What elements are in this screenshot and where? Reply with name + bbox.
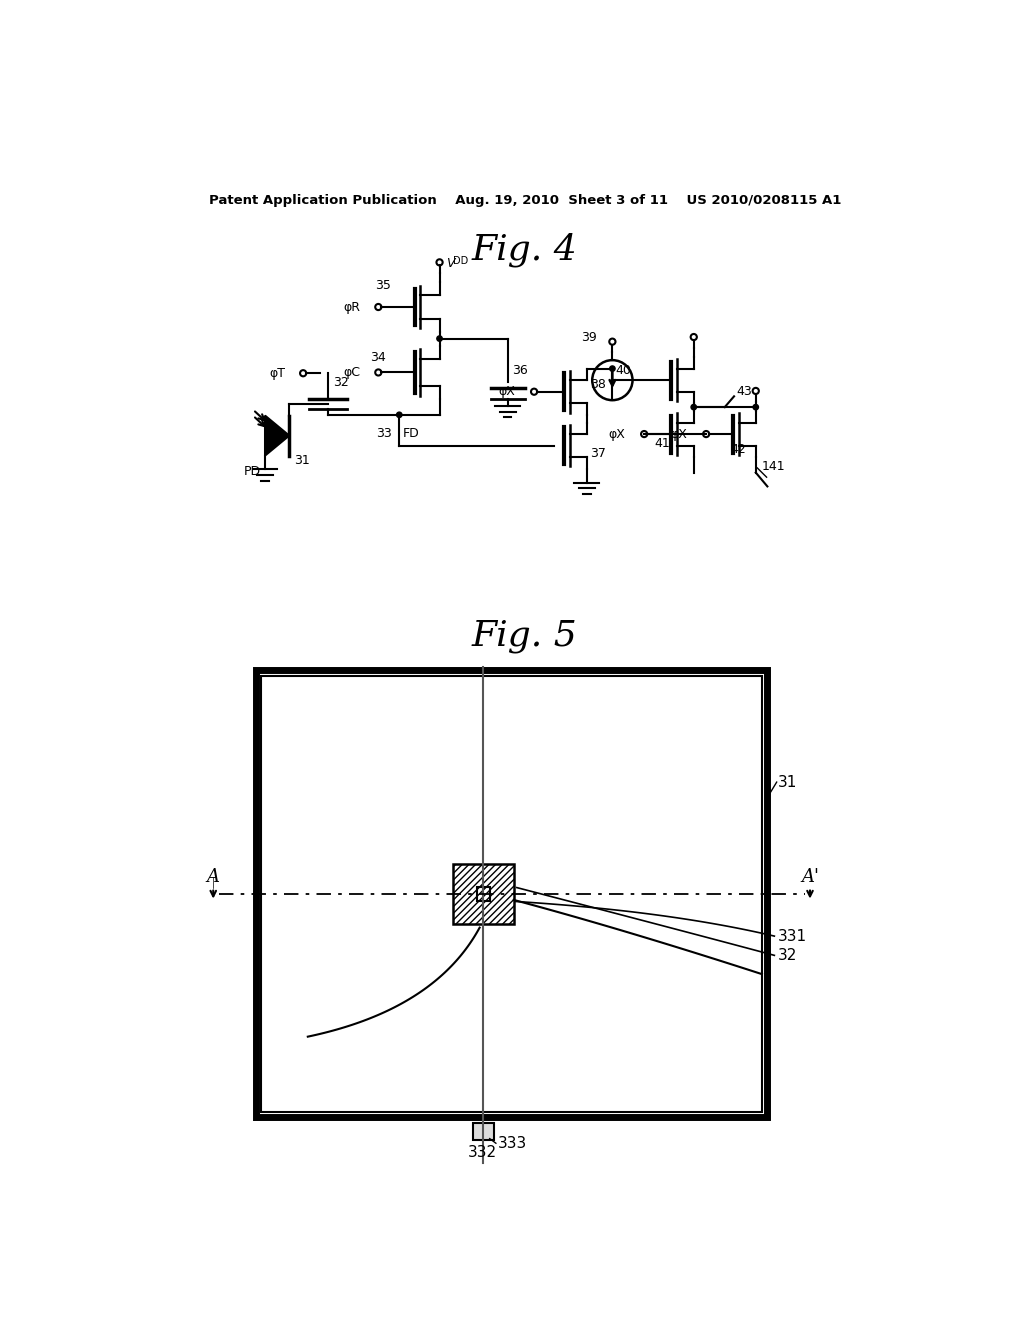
Circle shape: [753, 388, 759, 395]
Text: 37: 37: [590, 446, 606, 459]
Circle shape: [609, 339, 615, 345]
Text: 31: 31: [294, 454, 309, 467]
Bar: [261, 676, 762, 1111]
Text: 39: 39: [582, 330, 597, 343]
Text: 33: 33: [376, 428, 392, 440]
Text: 42: 42: [731, 444, 746, 455]
Text: DD: DD: [454, 256, 469, 265]
Text: 43: 43: [736, 385, 752, 399]
Circle shape: [753, 404, 759, 409]
Text: 35: 35: [375, 279, 391, 292]
Text: FD: FD: [402, 428, 419, 440]
Text: 34: 34: [371, 351, 386, 363]
Text: 31: 31: [778, 775, 798, 789]
Text: φX: φX: [671, 428, 687, 441]
Circle shape: [641, 430, 647, 437]
Text: φC: φC: [343, 366, 360, 379]
Text: 141: 141: [762, 459, 785, 473]
Circle shape: [396, 412, 402, 417]
Text: Fig. 5: Fig. 5: [472, 619, 578, 653]
Text: 331: 331: [778, 928, 807, 944]
Circle shape: [609, 366, 615, 371]
Bar: [256, 671, 767, 1117]
Text: 41: 41: [654, 437, 671, 450]
Text: 332: 332: [468, 1144, 497, 1160]
Text: PD: PD: [244, 465, 261, 478]
Circle shape: [375, 304, 381, 310]
Circle shape: [703, 430, 710, 437]
Text: Patent Application Publication    Aug. 19, 2010  Sheet 3 of 11    US 2010/020811: Patent Application Publication Aug. 19, …: [209, 194, 841, 207]
Text: Fig. 4: Fig. 4: [472, 232, 578, 267]
Circle shape: [690, 334, 697, 341]
Text: 333: 333: [498, 1135, 526, 1151]
Text: φR: φR: [343, 301, 360, 314]
Text: 38: 38: [590, 378, 606, 391]
Text: 36: 36: [512, 363, 528, 376]
Polygon shape: [265, 416, 289, 455]
Text: A: A: [207, 867, 220, 886]
Text: φX: φX: [608, 428, 626, 441]
Text: 32: 32: [778, 948, 798, 962]
Text: 40: 40: [615, 364, 632, 378]
Circle shape: [375, 370, 381, 376]
Text: V: V: [445, 257, 455, 271]
Text: φX: φX: [499, 385, 515, 399]
Bar: [454, 863, 514, 924]
Text: 32: 32: [333, 376, 348, 389]
Bar: [476, 887, 490, 900]
Text: A': A': [801, 867, 819, 886]
Bar: [473, 1123, 495, 1140]
Circle shape: [691, 404, 696, 409]
Circle shape: [531, 388, 538, 395]
Circle shape: [300, 370, 306, 376]
Text: φT: φT: [269, 367, 286, 380]
Circle shape: [436, 259, 442, 265]
Circle shape: [437, 335, 442, 342]
